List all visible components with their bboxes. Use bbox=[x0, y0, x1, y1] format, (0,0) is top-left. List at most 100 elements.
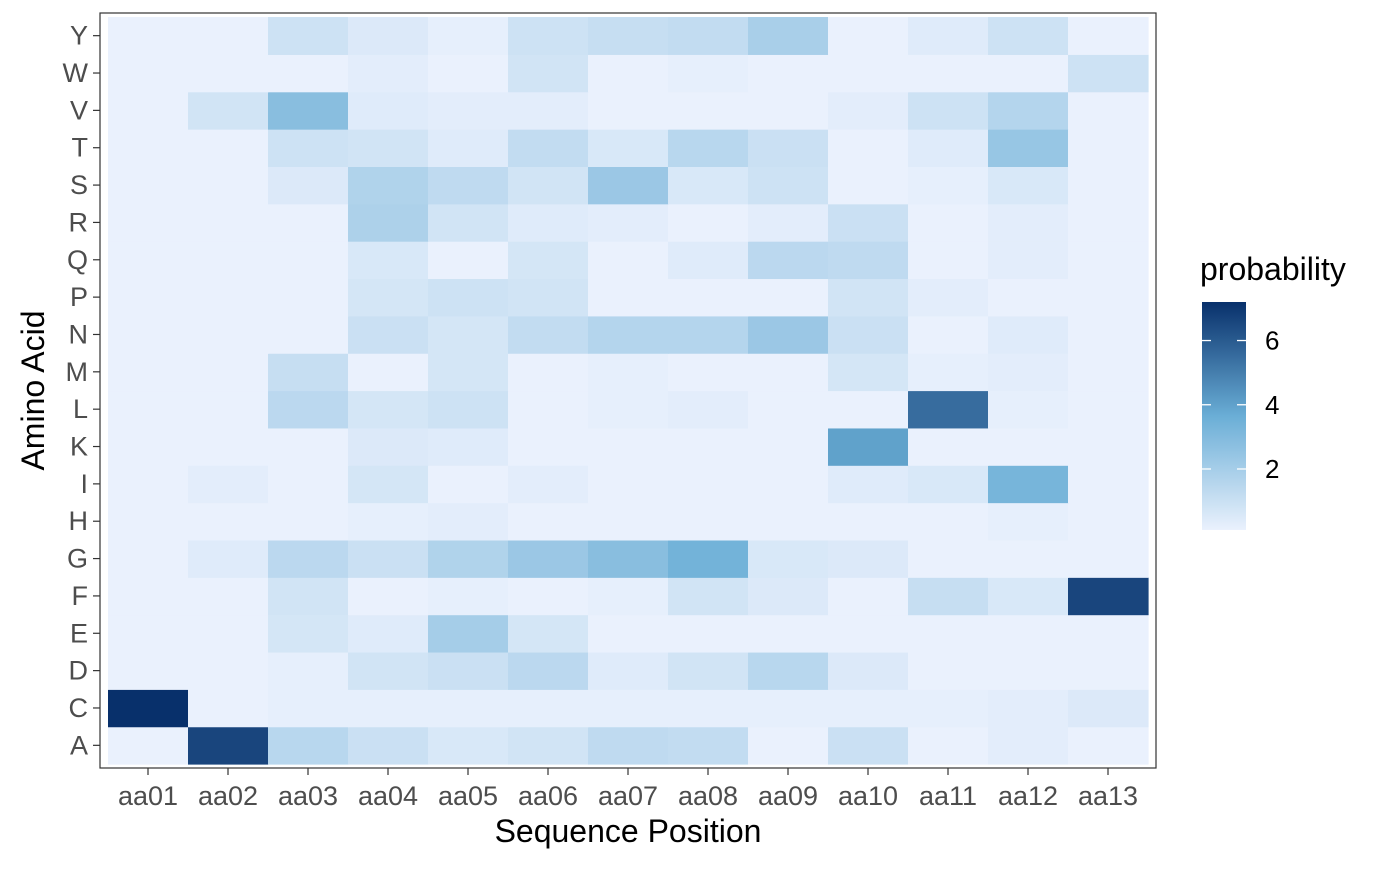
heatmap-cell-A-aa01 bbox=[108, 726, 189, 765]
heatmap-cell-G-aa12 bbox=[988, 539, 1069, 578]
heatmap-cell-G-aa11 bbox=[908, 539, 989, 578]
heatmap-cell-E-aa10 bbox=[828, 614, 909, 653]
y-tick-label: K bbox=[70, 432, 88, 462]
heatmap-cell-K-aa09 bbox=[748, 427, 829, 466]
heatmap-cell-N-aa02 bbox=[188, 315, 269, 354]
heatmap-cell-R-aa10 bbox=[828, 203, 909, 242]
heatmap-cell-Q-aa11 bbox=[908, 241, 989, 280]
heatmap-cell-A-aa02 bbox=[188, 726, 269, 765]
heatmap-cell-T-aa09 bbox=[748, 129, 829, 167]
heatmap-cell-T-aa05 bbox=[428, 129, 509, 167]
heatmap-cell-M-aa09 bbox=[748, 353, 829, 392]
heatmap-cell-W-aa05 bbox=[428, 54, 509, 93]
heatmap-cell-P-aa04 bbox=[348, 278, 429, 317]
heatmap-cell-W-aa12 bbox=[988, 54, 1069, 93]
heatmap-cell-R-aa06 bbox=[508, 203, 589, 242]
heatmap-cell-W-aa11 bbox=[908, 54, 989, 93]
heatmap-cell-S-aa03 bbox=[268, 166, 349, 205]
heatmap-cell-A-aa13 bbox=[1068, 726, 1149, 765]
legend-tick-label: 2 bbox=[1265, 454, 1279, 484]
heatmap-cell-G-aa06 bbox=[508, 539, 589, 578]
heatmap-cell-P-aa07 bbox=[588, 278, 669, 317]
heatmap-cell-T-aa07 bbox=[588, 129, 669, 167]
heatmap-cell-Q-aa08 bbox=[668, 241, 749, 280]
heatmap-cell-F-aa09 bbox=[748, 577, 829, 616]
heatmap-cell-S-aa07 bbox=[588, 166, 669, 205]
heatmap-cell-N-aa01 bbox=[108, 315, 189, 354]
heatmap-cell-A-aa05 bbox=[428, 726, 509, 765]
heatmap-cell-C-aa06 bbox=[508, 689, 589, 728]
heatmap-cell-C-aa09 bbox=[748, 689, 829, 728]
heatmap-cell-H-aa06 bbox=[508, 502, 589, 541]
y-tick-label: P bbox=[70, 282, 88, 312]
heatmap-cell-I-aa06 bbox=[508, 465, 589, 504]
heatmap-cell-M-aa08 bbox=[668, 353, 749, 392]
heatmap-cell-V-aa11 bbox=[908, 91, 989, 130]
heatmap-cell-W-aa07 bbox=[588, 54, 669, 93]
heatmap-cell-T-aa10 bbox=[828, 129, 909, 167]
heatmap-cell-D-aa03 bbox=[268, 651, 349, 690]
heatmap-cell-M-aa01 bbox=[108, 353, 189, 392]
heatmap-cell-M-aa04 bbox=[348, 353, 429, 392]
heatmap-cell-F-aa11 bbox=[908, 577, 989, 616]
heatmap-cell-E-aa11 bbox=[908, 614, 989, 653]
y-tick-label: Y bbox=[70, 21, 88, 51]
y-tick-label: F bbox=[72, 581, 89, 611]
heatmap-cell-L-aa04 bbox=[348, 390, 429, 429]
heatmap-cell-S-aa05 bbox=[428, 166, 509, 205]
heatmap-cell-Q-aa06 bbox=[508, 241, 589, 280]
heatmap-cell-W-aa09 bbox=[748, 54, 829, 93]
x-tick-label: aa04 bbox=[358, 781, 418, 811]
heatmap-cell-L-aa09 bbox=[748, 390, 829, 429]
legend-title: probability bbox=[1200, 251, 1346, 287]
heatmap-cell-Y-aa02 bbox=[188, 17, 269, 55]
heatmap-cell-V-aa03 bbox=[268, 91, 349, 130]
x-tick-label: aa11 bbox=[919, 781, 977, 811]
heatmap-cell-P-aa06 bbox=[508, 278, 589, 317]
heatmap-cell-T-aa01 bbox=[108, 129, 189, 167]
heatmap-cell-A-aa08 bbox=[668, 726, 749, 765]
heatmap-cell-W-aa02 bbox=[188, 54, 269, 93]
heatmap-cell-Q-aa12 bbox=[988, 241, 1069, 280]
x-axis: aa01 aa02 aa03 aa04 aa05 aa06 aa07 aa08 aa09 aa10… bbox=[118, 768, 1138, 811]
x-tick-label: aa13 bbox=[1078, 781, 1138, 811]
heatmap-cell-G-aa09 bbox=[748, 539, 829, 578]
heatmap-cell-Q-aa02 bbox=[188, 241, 269, 280]
heatmap-cell-A-aa07 bbox=[588, 726, 669, 765]
heatmap-cell-A-aa06 bbox=[508, 726, 589, 765]
legend-ticks: 2 4 6 bbox=[1202, 326, 1279, 484]
heatmap-cell-L-aa06 bbox=[508, 390, 589, 429]
y-tick-label: E bbox=[70, 618, 88, 648]
heatmap-cell-P-aa10 bbox=[828, 278, 909, 317]
heatmap-cell-K-aa04 bbox=[348, 427, 429, 466]
heatmap-cell-N-aa13 bbox=[1068, 315, 1149, 354]
heatmap-cell-E-aa04 bbox=[348, 614, 429, 653]
heatmap-cell-P-aa13 bbox=[1068, 278, 1149, 317]
heatmap-cell-E-aa01 bbox=[108, 614, 189, 653]
heatmap-cell-Y-aa01 bbox=[108, 17, 189, 55]
heatmap-cell-W-aa10 bbox=[828, 54, 909, 93]
heatmap-cell-K-aa12 bbox=[988, 427, 1069, 466]
legend-colorbar bbox=[1202, 302, 1246, 530]
heatmap-cell-I-aa03 bbox=[268, 465, 349, 504]
y-tick-label: A bbox=[70, 730, 88, 760]
heatmap-cell-R-aa09 bbox=[748, 203, 829, 242]
heatmap-cell-R-aa03 bbox=[268, 203, 349, 242]
heatmap-cell-N-aa04 bbox=[348, 315, 429, 354]
heatmap-cell-D-aa01 bbox=[108, 651, 189, 690]
heatmap-cell-R-aa11 bbox=[908, 203, 989, 242]
heatmap-cell-H-aa03 bbox=[268, 502, 349, 541]
heatmap-cell-F-aa02 bbox=[188, 577, 269, 616]
heatmap-cell-Y-aa11 bbox=[908, 17, 989, 55]
heatmap-cell-D-aa10 bbox=[828, 651, 909, 690]
legend: probability 2 4 6 bbox=[1200, 251, 1346, 530]
heatmap-cell-P-aa12 bbox=[988, 278, 1069, 317]
heatmap-cell-S-aa11 bbox=[908, 166, 989, 205]
heatmap-cell-F-aa08 bbox=[668, 577, 749, 616]
heatmap-cell-R-aa01 bbox=[108, 203, 189, 242]
heatmap-cell-D-aa09 bbox=[748, 651, 829, 690]
heatmap-cell-C-aa05 bbox=[428, 689, 509, 728]
heatmap-cell-N-aa06 bbox=[508, 315, 589, 354]
heatmap-cell-K-aa07 bbox=[588, 427, 669, 466]
